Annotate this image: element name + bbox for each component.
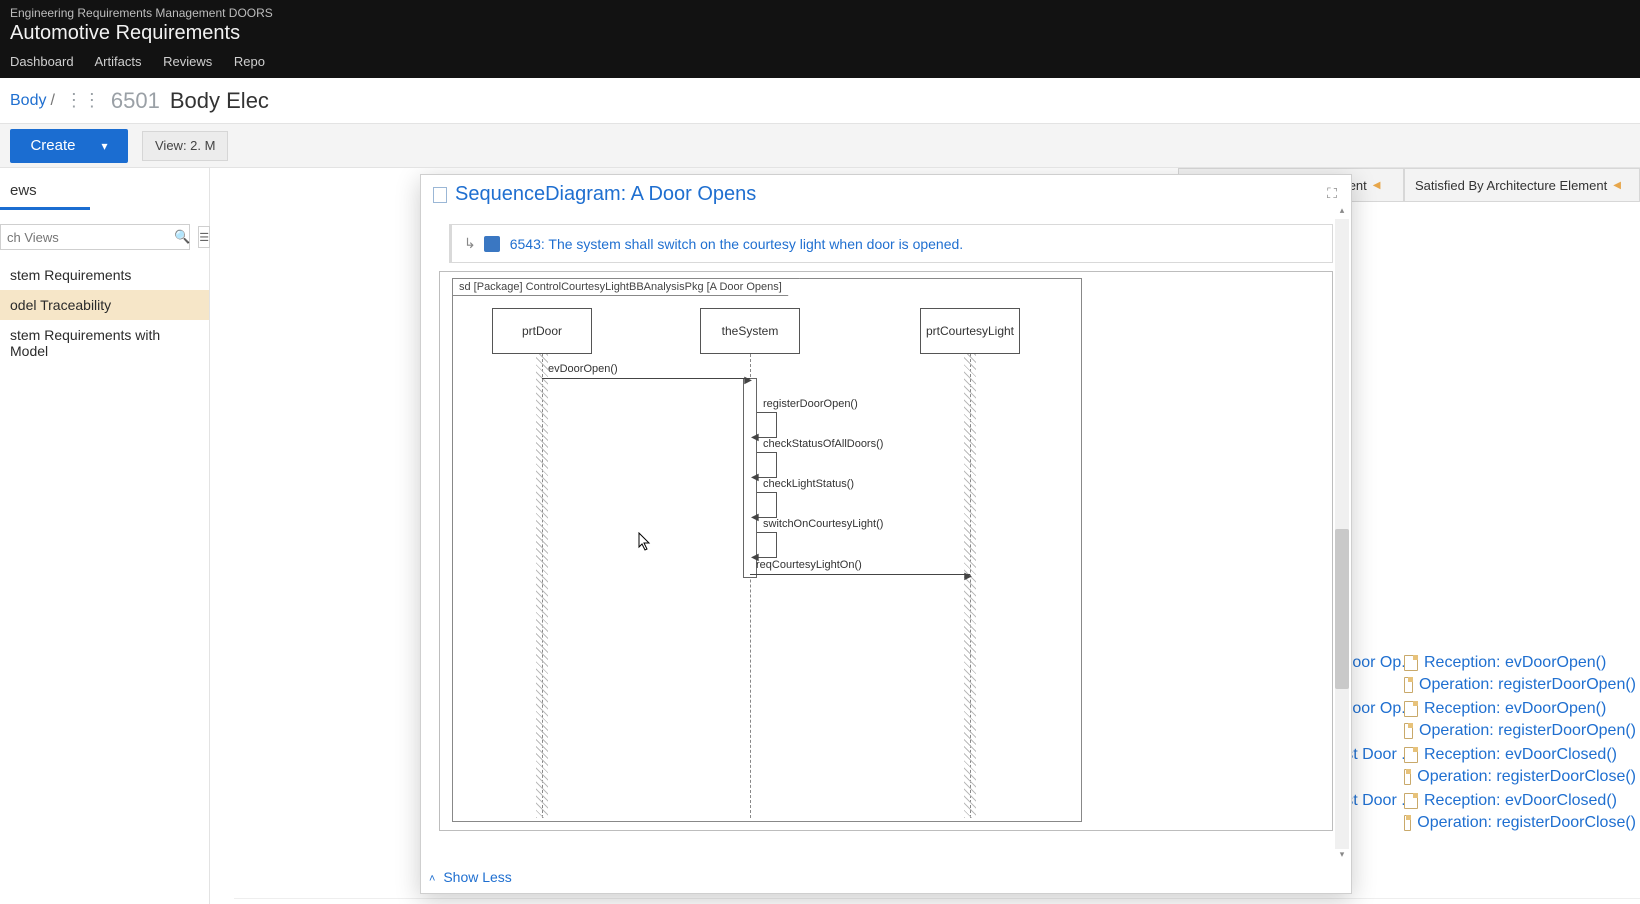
requirement-text: 6543: The system shall switch on the cou…	[510, 236, 963, 252]
sidebar-search: 🔍 ☰	[0, 224, 201, 250]
list-options-icon[interactable]: ☰	[198, 226, 210, 248]
file-icon	[1404, 677, 1413, 693]
message-label: registerDoorOpen()	[763, 398, 858, 410]
menu-dashboard[interactable]: Dashboard	[10, 54, 74, 69]
arrowhead-icon: ▶	[744, 375, 752, 386]
file-icon	[1404, 793, 1418, 809]
modal-title: SequenceDiagram: A Door Opens	[455, 183, 756, 206]
message-label: evDoorOpen()	[548, 363, 618, 375]
artifact-link[interactable]: Reception: evDoorClosed()	[1404, 746, 1636, 764]
file-icon	[1404, 701, 1418, 717]
project-title: Automotive Requirements	[10, 22, 1630, 45]
breadcrumb-sep: /	[50, 92, 54, 110]
self-message: checkStatusOfAllDoors()◀	[757, 452, 777, 478]
toolbar: Create ▾ View: 2. M	[0, 124, 1640, 168]
message-label: switchOnCourtesyLight()	[763, 518, 883, 530]
arrowhead-icon: ▶	[964, 571, 972, 582]
sort-icon: ◀	[1613, 180, 1621, 191]
lifeline-active-region	[536, 354, 548, 818]
table-row[interactable]: The system shall keep track of how many …	[234, 898, 1640, 904]
scroll-up-icon[interactable]: ▴	[1335, 205, 1349, 219]
chevron-up-icon: ˄	[429, 873, 435, 885]
self-message: registerDoorOpen()◀	[757, 412, 777, 438]
topbar: Engineering Requirements Management DOOR…	[0, 0, 1640, 48]
view-label: View: 2. M	[155, 138, 215, 153]
requirements-grid: The system shall keep track of how many …	[234, 898, 1640, 904]
show-less-link[interactable]: ˄ Show Less	[429, 869, 512, 885]
scroll-down-icon[interactable]: ▾	[1335, 849, 1349, 863]
lifeline-header: prtDoor	[492, 308, 592, 354]
artifact-link[interactable]: Reception: evDoorOpen()	[1404, 654, 1636, 672]
menu-artifacts[interactable]: Artifacts	[95, 54, 142, 69]
show-less-label: Show Less	[443, 869, 511, 885]
search-input[interactable]	[0, 224, 190, 250]
artifact-id: 6501	[111, 88, 160, 114]
menu-reports[interactable]: Repo	[234, 54, 265, 69]
requirement-icon	[484, 236, 500, 252]
artifact-link[interactable]: Operation: registerDoorClose()	[1404, 814, 1636, 832]
breadcrumb-body[interactable]: Body	[10, 92, 46, 110]
file-icon	[1404, 769, 1411, 785]
arrowhead-icon: ◀	[751, 472, 759, 483]
create-button[interactable]: Create ▾	[10, 129, 128, 163]
scroll-thumb[interactable]	[1335, 529, 1349, 689]
file-icon	[1404, 747, 1418, 763]
message-label: checkStatusOfAllDoors()	[763, 438, 883, 450]
sidebar-item[interactable]: stem Requirements	[0, 260, 209, 290]
artifact-header: Body / ⋮⋮ 6501 Body Elec	[0, 78, 1640, 124]
sort-icon: ◀	[1373, 180, 1381, 191]
content: ews 🔍 ☰ stem Requirementsodel Traceabili…	[0, 168, 1640, 904]
chevron-down-icon: ▾	[102, 139, 108, 153]
artifact-link[interactable]: Operation: registerDoorOpen()	[1404, 676, 1636, 694]
file-icon	[433, 187, 447, 203]
scrollbar[interactable]: ▴ ▾	[1335, 219, 1349, 849]
menubar: Dashboard Artifacts Reviews Repo	[0, 48, 1640, 78]
tree-branch-icon: ↳	[464, 235, 476, 252]
main: efined By Architecture Element◀Satisfied…	[210, 168, 1640, 904]
menu-reviews[interactable]: Reviews	[163, 54, 212, 69]
message-arrow: ▶reqCourtesyLightOn()	[750, 574, 970, 575]
lifeline-active-region	[964, 354, 976, 818]
file-icon	[1404, 723, 1413, 739]
lifeline-header: theSystem	[700, 308, 800, 354]
artifact-name: Body Elec	[170, 88, 269, 114]
cursor-icon	[638, 532, 652, 552]
arrowhead-icon: ◀	[751, 512, 759, 523]
expand-icon[interactable]: ⛶	[1323, 185, 1341, 203]
arrowhead-icon: ◀	[751, 432, 759, 443]
column-header[interactable]: Satisfied By Architecture Element◀	[1404, 168, 1640, 202]
artifact-link[interactable]: Reception: evDoorOpen()	[1404, 700, 1636, 718]
diagram-preview-modal: SequenceDiagram: A Door Opens ⛶ ↳ 6543: …	[420, 174, 1352, 894]
self-message: switchOnCourtesyLight()◀	[757, 532, 777, 558]
sidebar-header: ews	[0, 174, 90, 210]
create-label: Create	[30, 137, 75, 154]
sidebar: ews 🔍 ☰ stem Requirementsodel Traceabili…	[0, 168, 210, 904]
sidebar-item[interactable]: stem Requirements with Model	[0, 320, 209, 366]
sequence-diagram: sd [Package] ControlCourtesyLightBBAnaly…	[439, 271, 1333, 831]
file-icon	[1404, 655, 1418, 671]
message-label: checkLightStatus()	[763, 478, 854, 490]
artifact-link[interactable]: Reception: evDoorClosed()	[1404, 792, 1636, 810]
message-arrow: ▶evDoorOpen()	[542, 378, 750, 379]
lifeline-header: prtCourtesyLight	[920, 308, 1020, 354]
self-message: checkLightStatus()◀	[757, 492, 777, 518]
artifact-link[interactable]: Operation: registerDoorClose()	[1404, 768, 1636, 786]
linked-requirement[interactable]: ↳ 6543: The system shall switch on the c…	[449, 224, 1333, 263]
view-selector[interactable]: View: 2. M	[142, 131, 228, 161]
drag-handle-icon[interactable]: ⋮⋮	[65, 90, 101, 111]
message-label: reqCourtesyLightOn()	[756, 559, 862, 571]
file-icon	[1404, 815, 1411, 831]
sidebar-item[interactable]: odel Traceability	[0, 290, 209, 320]
artifact-link[interactable]: Operation: registerDoorOpen()	[1404, 722, 1636, 740]
breadcrumb: Engineering Requirements Management DOOR…	[10, 6, 1630, 20]
frame-label: sd [Package] ControlCourtesyLightBBAnaly…	[452, 278, 800, 296]
